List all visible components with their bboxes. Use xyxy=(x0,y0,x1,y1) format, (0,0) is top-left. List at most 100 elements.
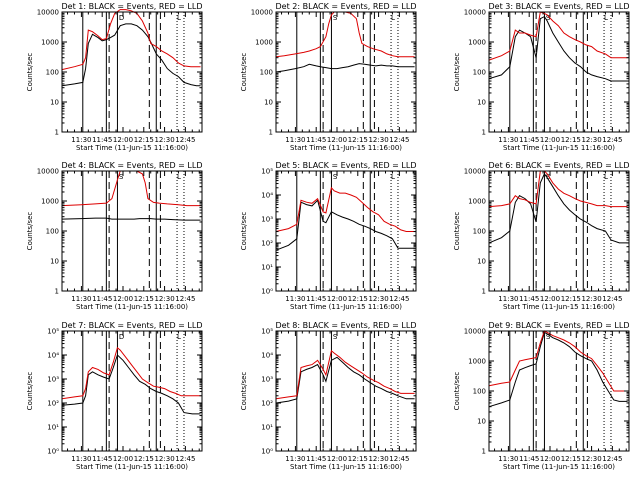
y-tick-label: 100 xyxy=(473,388,486,396)
plot-frame xyxy=(61,330,203,452)
y-axis-label: Counts/sec xyxy=(240,53,248,92)
y-tick-label: 10¹ xyxy=(47,424,59,432)
marker-letter: S xyxy=(546,173,551,181)
x-tick-label: 11:45 xyxy=(519,455,539,463)
marker-letter: L xyxy=(604,173,608,181)
x-tick-label: 12:00 xyxy=(113,295,133,303)
panel-title: Det 4: BLACK = Events, RED = LLD xyxy=(62,161,203,170)
y-tick-label: 100 xyxy=(260,69,273,77)
marker-letter: L xyxy=(604,14,608,22)
x-tick-label: 12:45 xyxy=(175,455,195,463)
y-tick-label: 10 xyxy=(477,99,486,107)
panel-6: Det 6: BLACK = Events, RED = LLD Counts/s… xyxy=(453,161,630,311)
x-tick-label: 12:30 xyxy=(154,136,174,144)
x-tick-label: 12:45 xyxy=(602,295,622,303)
x-axis-label: Start Time (11-Jun-15 11:16:00) xyxy=(76,303,188,311)
y-tick-label: 1000 xyxy=(468,198,486,206)
series-line-events xyxy=(275,199,415,251)
x-tick-label: 11:30 xyxy=(498,295,518,303)
y-tick-label: 1000 xyxy=(468,358,486,366)
panel-title: Det 7: BLACK = Events, RED = LLD xyxy=(62,321,203,330)
x-axis-label: Start Time (11-Jun-15 11:16:00) xyxy=(290,303,402,311)
marker-letter: L xyxy=(391,333,395,341)
x-tick-label: 12:00 xyxy=(540,295,560,303)
y-tick-label: 10 xyxy=(50,258,59,266)
series-line-lld xyxy=(61,9,201,71)
marker-letter: L xyxy=(391,14,395,22)
x-axis-label: Start Time (11-Jun-15 11:16:00) xyxy=(76,463,188,471)
x-tick-label: 12:45 xyxy=(389,295,409,303)
x-axis-label: Start Time (11-Jun-15 11:16:00) xyxy=(503,303,615,311)
marker-letter: D xyxy=(119,14,124,22)
marker-letter: S xyxy=(333,14,338,22)
x-tick-label: 11:30 xyxy=(285,295,305,303)
series-line-events xyxy=(61,217,201,221)
y-tick-label: 10 xyxy=(477,418,486,426)
x-tick-label: 12:15 xyxy=(561,136,581,144)
y-tick-label: 10³ xyxy=(261,216,273,224)
series-line-lld xyxy=(61,346,201,400)
x-tick-label: 12:00 xyxy=(327,136,347,144)
panel-title: Det 2: BLACK = Events, RED = LLD xyxy=(276,2,417,11)
x-tick-label: 12:30 xyxy=(154,455,174,463)
x-tick-label: 12:30 xyxy=(581,455,601,463)
marker-letter: D xyxy=(119,333,124,341)
y-tick-label: 10³ xyxy=(47,376,59,384)
series-line-lld xyxy=(275,349,415,400)
y-tick-label: 10¹ xyxy=(261,424,273,432)
y-tick-label: 10000 xyxy=(464,328,486,336)
x-tick-label: 12:30 xyxy=(154,295,174,303)
x-tick-label: 11:45 xyxy=(92,136,112,144)
y-tick-label: 1 xyxy=(482,288,486,296)
panel-title: Det 5: BLACK = Events, RED = LLD xyxy=(276,161,417,170)
x-tick-label: 11:45 xyxy=(306,455,326,463)
x-tick-label: 11:30 xyxy=(285,136,305,144)
y-tick-label: 10¹ xyxy=(261,264,273,272)
x-tick-label: 12:45 xyxy=(175,136,195,144)
series-line-events xyxy=(275,63,415,73)
series-line-lld xyxy=(488,170,628,208)
x-tick-label: 12:15 xyxy=(348,136,368,144)
y-tick-label: 10000 xyxy=(251,9,273,17)
panel-title: Det 1: BLACK = Events, RED = LLD xyxy=(62,2,203,11)
x-tick-label: 11:30 xyxy=(498,455,518,463)
x-axis-label: Start Time (11-Jun-15 11:16:00) xyxy=(503,463,615,471)
y-tick-label: 10³ xyxy=(261,376,273,384)
y-tick-label: 10000 xyxy=(464,168,486,176)
y-tick-label: 10⁵ xyxy=(261,328,273,336)
x-axis-label: Start Time (11-Jun-15 11:16:00) xyxy=(290,463,402,471)
x-tick-label: 12:45 xyxy=(175,295,195,303)
x-tick-label: 11:30 xyxy=(285,455,305,463)
series-line-lld xyxy=(488,330,628,392)
plot-frame xyxy=(275,330,417,452)
y-tick-label: 10² xyxy=(261,240,273,248)
series-line-lld xyxy=(488,11,628,61)
y-tick-label: 10⁵ xyxy=(261,168,273,176)
x-tick-label: 11:30 xyxy=(71,136,91,144)
x-axis-label: Start Time (11-Jun-15 11:16:00) xyxy=(290,144,402,152)
y-tick-label: 10² xyxy=(47,400,59,408)
x-axis-label: Start Time (11-Jun-15 11:16:00) xyxy=(503,144,615,152)
y-tick-label: 1 xyxy=(269,129,273,137)
y-tick-label: 1000 xyxy=(41,198,59,206)
y-tick-label: 10000 xyxy=(37,9,59,17)
marker-letter: L xyxy=(391,173,395,181)
panel-9: Det 9: BLACK = Events, RED = LLD Counts/s… xyxy=(453,321,630,471)
x-tick-label: 12:00 xyxy=(113,136,133,144)
marker-letter: S xyxy=(333,173,338,181)
panel-4: Det 4: BLACK = Events, RED = LLD Counts/s… xyxy=(26,161,203,311)
panel-title: Det 9: BLACK = Events, RED = LLD xyxy=(489,321,630,330)
x-tick-label: 12:00 xyxy=(327,295,347,303)
x-tick-label: 12:15 xyxy=(561,455,581,463)
y-tick-label: 1 xyxy=(482,448,486,456)
x-tick-label: 11:30 xyxy=(498,136,518,144)
series-line-lld xyxy=(61,170,201,207)
marker-letter: S xyxy=(119,173,124,181)
y-axis-label: Counts/sec xyxy=(453,372,461,411)
y-tick-label: 1000 xyxy=(255,39,273,47)
x-tick-label: 11:45 xyxy=(92,295,112,303)
x-tick-label: 12:00 xyxy=(327,455,347,463)
y-tick-label: 10⁴ xyxy=(261,192,273,200)
y-tick-label: 10⁵ xyxy=(47,328,59,336)
y-tick-label: 10 xyxy=(50,99,59,107)
